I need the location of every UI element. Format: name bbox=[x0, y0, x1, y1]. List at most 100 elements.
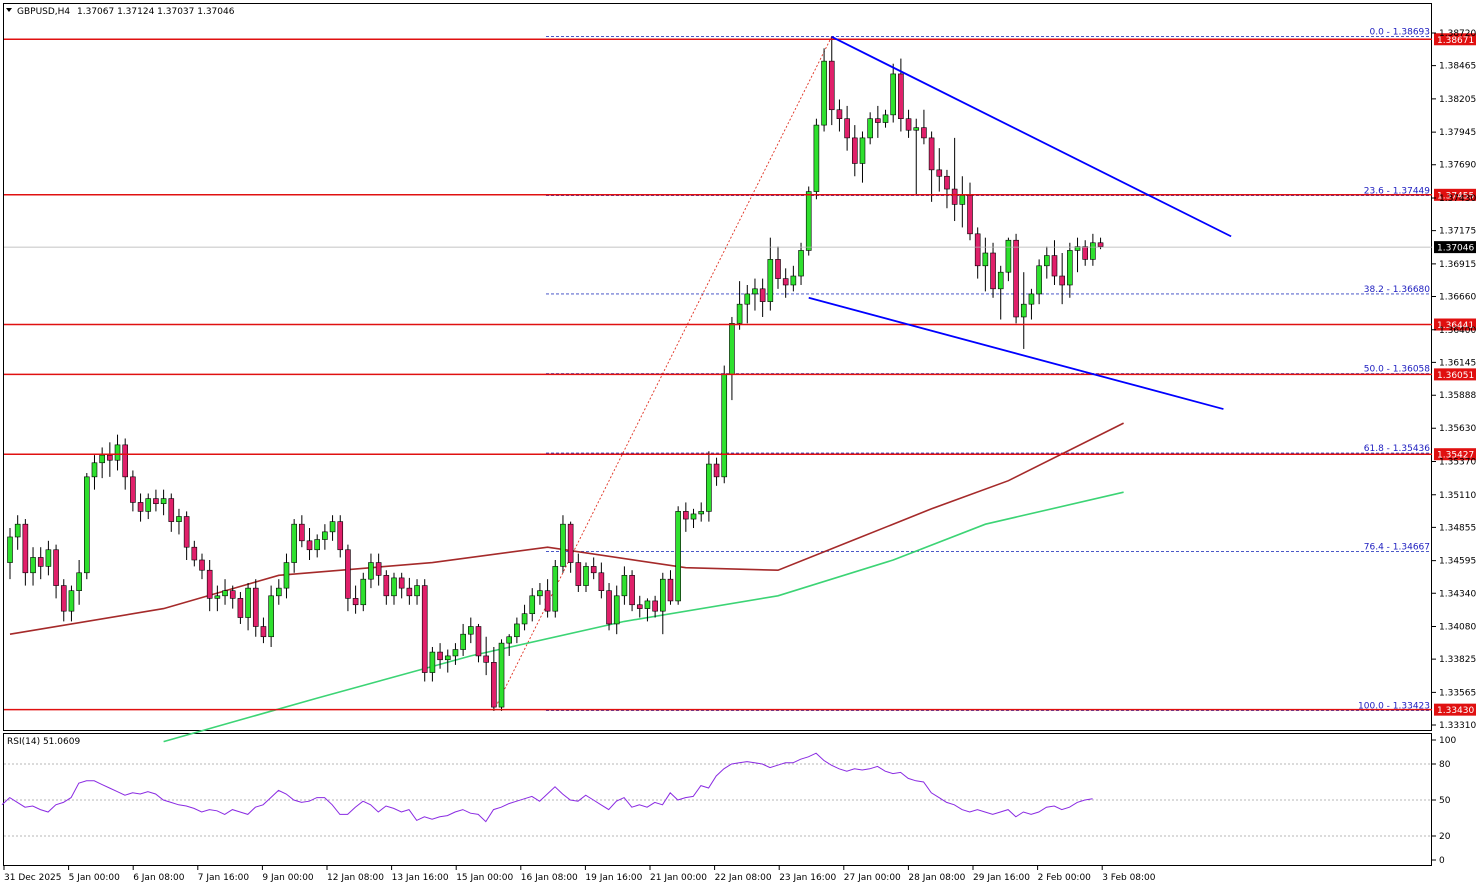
bull-candle bbox=[114, 444, 121, 461]
bull-candle bbox=[698, 511, 705, 515]
bear-candle bbox=[107, 454, 113, 461]
bull-candle bbox=[882, 114, 889, 123]
fib-level-label: 0.0 - 1.38693 bbox=[1370, 27, 1431, 37]
bull-candle bbox=[744, 293, 751, 305]
bull-candle bbox=[360, 578, 367, 606]
bear-candle bbox=[475, 626, 482, 657]
bull-candle bbox=[821, 60, 827, 126]
bull-candle bbox=[1067, 250, 1073, 286]
rsi-title: RSI(14) 51.0609 bbox=[7, 737, 80, 747]
bull-candle bbox=[429, 651, 436, 673]
bear-candle bbox=[345, 549, 351, 599]
bull-candle bbox=[959, 195, 966, 205]
price-tick-label: 1.37945 bbox=[1439, 128, 1476, 138]
price-tick-label: 1.37175 bbox=[1439, 227, 1476, 237]
bear-candle bbox=[337, 521, 344, 551]
bull-candle bbox=[329, 521, 336, 533]
bear-candle bbox=[590, 566, 597, 574]
bull-candle bbox=[99, 454, 105, 464]
bull-candle bbox=[7, 536, 13, 563]
bear-candle bbox=[130, 476, 136, 503]
bear-candle bbox=[183, 516, 190, 548]
current-price-text: 1.37046 bbox=[1437, 244, 1474, 254]
time-tick-label: 7 Jan 16:00 bbox=[198, 873, 250, 883]
bear-candle bbox=[206, 569, 213, 599]
price-tick-label: 1.34855 bbox=[1439, 523, 1476, 533]
bear-candle bbox=[598, 572, 605, 591]
level-price-tag bbox=[1434, 703, 1476, 716]
bull-candle bbox=[583, 566, 589, 586]
price-tick-label: 1.38205 bbox=[1439, 95, 1476, 105]
time-axis: 31 Dec 2025 5 Jan 00:00 6 Jan 08:00 7 Jan 1… bbox=[3, 866, 1156, 883]
bull-candle bbox=[721, 374, 728, 478]
bear-candle bbox=[928, 137, 935, 171]
bear-candle bbox=[844, 118, 850, 139]
time-tick-label: 9 Jan 00:00 bbox=[262, 873, 314, 883]
fib-level-label: 50.0 - 1.36058 bbox=[1364, 364, 1430, 374]
rsi-axis: 100 80 50 20 0 bbox=[1432, 736, 1456, 866]
time-tick-label: 23 Jan 16:00 bbox=[779, 873, 836, 883]
bull-candle bbox=[452, 649, 459, 657]
bull-candle bbox=[283, 562, 290, 589]
bull-candle bbox=[752, 288, 758, 295]
moving-averages bbox=[9, 422, 1124, 743]
bear-candle bbox=[683, 511, 689, 520]
bear-candle bbox=[828, 60, 835, 111]
bull-candle bbox=[14, 523, 21, 538]
bear-candle bbox=[567, 523, 574, 563]
rsi-tick-label: 100 bbox=[1439, 736, 1456, 746]
time-tick-label: 13 Jan 16:00 bbox=[392, 873, 449, 883]
bear-candle bbox=[252, 587, 259, 627]
bear-candle bbox=[851, 137, 858, 164]
bull-candle bbox=[514, 623, 520, 638]
bull-candle bbox=[621, 575, 628, 597]
time-tick-label: 21 Jan 00:00 bbox=[650, 873, 707, 883]
bull-candle bbox=[521, 613, 528, 625]
bull-candle bbox=[444, 655, 451, 661]
bear-candle bbox=[652, 600, 658, 612]
bull-candle bbox=[552, 566, 559, 612]
time-tick-label: 6 Jan 08:00 bbox=[133, 873, 185, 883]
bull-candle bbox=[537, 590, 543, 597]
fib-level-label: 38.2 - 1.36680 bbox=[1364, 285, 1430, 295]
bull-candle bbox=[145, 498, 152, 512]
moving-average-slow bbox=[9, 422, 1124, 635]
bull-candle bbox=[91, 462, 98, 478]
bull-candle bbox=[1005, 239, 1012, 273]
bear-candle bbox=[137, 502, 144, 512]
bull-candle bbox=[30, 557, 36, 574]
bull-candle bbox=[76, 572, 82, 591]
symbol-dropdown-icon[interactable] bbox=[6, 8, 12, 12]
time-tick-label: 19 Jan 16:00 bbox=[585, 873, 642, 883]
bull-candle bbox=[1020, 303, 1027, 318]
bull-candle bbox=[1074, 246, 1081, 251]
bull-candle bbox=[68, 590, 75, 612]
price-tick-label: 1.35888 bbox=[1439, 391, 1476, 401]
bear-candle bbox=[237, 598, 244, 618]
bear-candle bbox=[836, 109, 843, 120]
symbol-label: GBPUSD,H4 bbox=[17, 7, 70, 17]
level-price-text: 1.33430 bbox=[1437, 706, 1474, 716]
channel-lower-line bbox=[808, 296, 1224, 410]
time-tick-label: 3 Feb 08:00 bbox=[1102, 873, 1156, 883]
time-tick-label: 5 Jan 00:00 bbox=[69, 873, 121, 883]
bear-candle bbox=[967, 195, 973, 235]
bear-candle bbox=[1013, 239, 1019, 318]
horizontal-levels: 1.38671 1.37455 1.36441 1.36051 1.35427 1.334… bbox=[4, 33, 1476, 716]
fib-level-label: 100.0 - 1.33423 bbox=[1358, 702, 1430, 712]
time-tick-label: 22 Jan 08:00 bbox=[715, 873, 772, 883]
bull-candle bbox=[1028, 293, 1035, 305]
bull-candle bbox=[675, 511, 681, 602]
ohlc-readout: 1.37067 1.37124 1.37037 1.37046 bbox=[77, 7, 235, 17]
bear-candle bbox=[1082, 246, 1088, 260]
level-price-tag bbox=[1434, 368, 1476, 381]
bull-candle bbox=[460, 633, 466, 650]
bull-candle bbox=[275, 587, 282, 597]
bull-candle bbox=[314, 539, 321, 551]
level-price-text: 1.36051 bbox=[1437, 371, 1474, 381]
rsi-tick-label: 0 bbox=[1439, 856, 1445, 866]
bear-candle bbox=[1051, 255, 1058, 277]
bear-candle bbox=[974, 233, 981, 267]
bull-candle bbox=[690, 513, 697, 520]
